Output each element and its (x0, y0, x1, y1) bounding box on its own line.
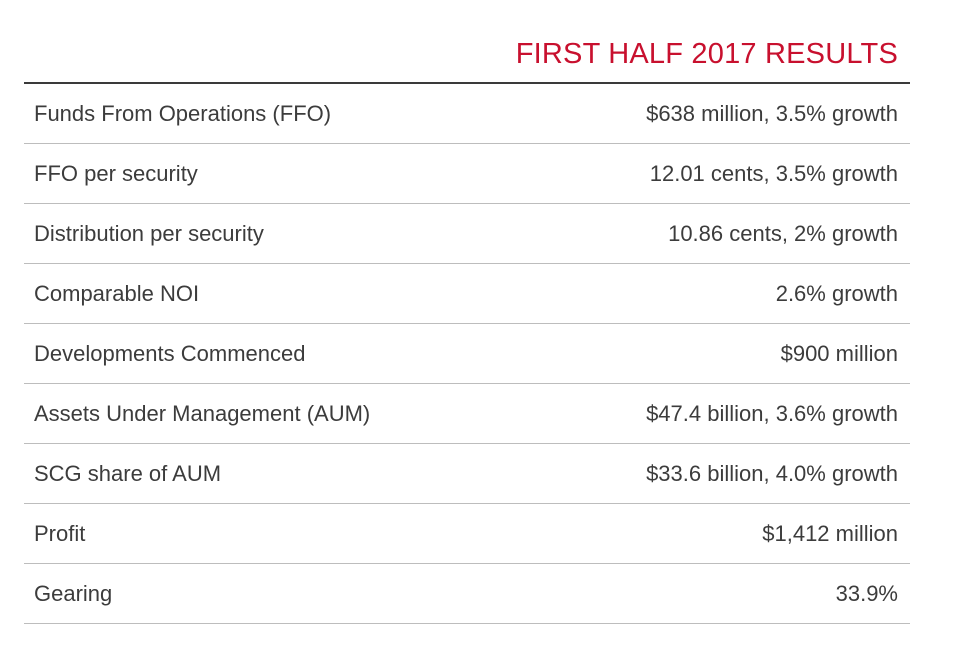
metric-label: Developments Commenced (34, 340, 306, 366)
table-row: Comparable NOI 2.6% growth (24, 264, 910, 324)
metric-value: $47.4 billion, 3.6% growth (646, 400, 898, 426)
table-row: Funds From Operations (FFO) $638 million… (24, 84, 910, 144)
table-row: FFO per security 12.01 cents, 3.5% growt… (24, 144, 910, 204)
table-row: Gearing 33.9% (24, 564, 910, 624)
metric-label: Profit (34, 520, 86, 546)
metric-value: $900 million (780, 340, 898, 366)
table-row: Distribution per security 10.86 cents, 2… (24, 204, 910, 264)
metric-value: $33.6 billion, 4.0% growth (646, 460, 898, 486)
metric-label: FFO per security (34, 160, 198, 186)
table-row: Developments Commenced $900 million (24, 324, 910, 384)
table-row: Assets Under Management (AUM) $47.4 bill… (24, 384, 910, 444)
table-title: FIRST HALF 2017 RESULTS (515, 38, 898, 70)
metric-value: 33.9% (835, 580, 898, 606)
metric-value: $638 million, 3.5% growth (646, 100, 898, 126)
table-header: FIRST HALF 2017 RESULTS (24, 0, 910, 84)
metric-value: 12.01 cents, 3.5% growth (649, 160, 898, 186)
table-row: SCG share of AUM $33.6 billion, 4.0% gro… (24, 444, 910, 504)
metric-label: SCG share of AUM (34, 460, 222, 486)
metric-label: Comparable NOI (34, 280, 200, 306)
table-row: Profit $1,412 million (24, 504, 910, 564)
metric-label: Assets Under Management (AUM) (34, 400, 371, 426)
metric-value: 10.86 cents, 2% growth (668, 220, 898, 246)
metric-value: 2.6% growth (775, 280, 898, 306)
metric-label: Gearing (34, 580, 113, 606)
results-table: FIRST HALF 2017 RESULTS Funds From Opera… (24, 0, 910, 624)
metric-label: Funds From Operations (FFO) (34, 100, 332, 126)
metric-value: $1,412 million (762, 520, 898, 546)
metric-label: Distribution per security (34, 220, 264, 246)
